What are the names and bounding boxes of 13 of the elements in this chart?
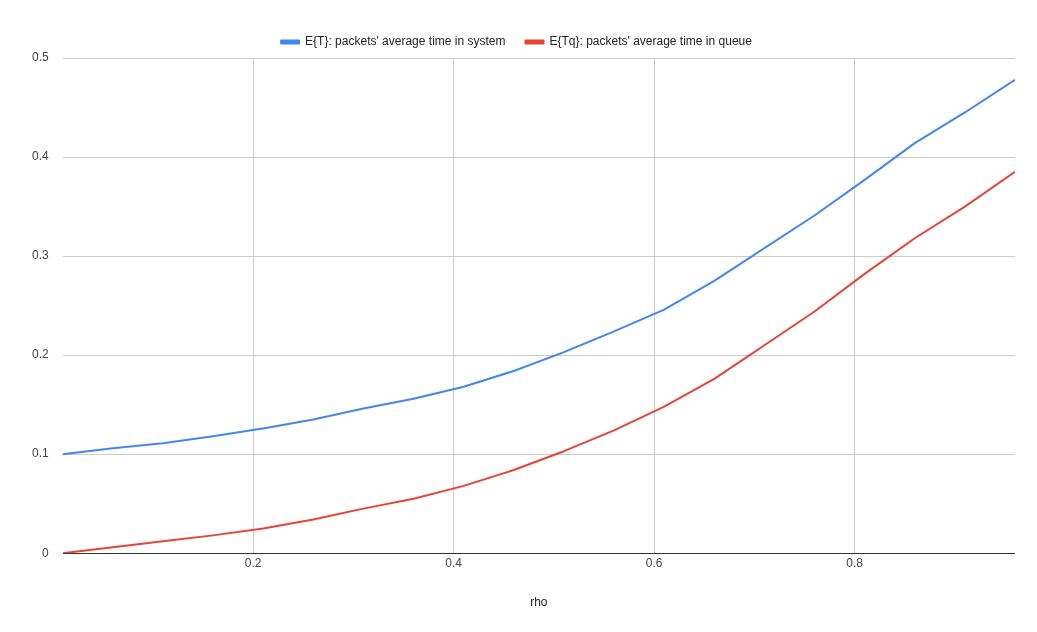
- legend-label: E{T}: packets' average time in system: [305, 34, 506, 49]
- y-tick-label: 0.2: [31, 347, 49, 362]
- y-tick-label: 0.1: [31, 446, 49, 461]
- y-tick-label: 0: [41, 545, 49, 560]
- x-tick-label: 0.6: [645, 555, 663, 570]
- x-tick-label: 0.4: [445, 555, 463, 570]
- x-tick-label: 0.8: [846, 555, 864, 570]
- y-tick-label: 0.3: [31, 248, 49, 263]
- y-tick-label: 0.5: [31, 50, 49, 65]
- x-tick-label: 0.2: [244, 555, 262, 570]
- x-axis-title: rho: [530, 595, 548, 610]
- legend-label: E{Tq}: packets' average time in queue: [549, 34, 753, 49]
- y-tick-label: 0.4: [31, 149, 49, 164]
